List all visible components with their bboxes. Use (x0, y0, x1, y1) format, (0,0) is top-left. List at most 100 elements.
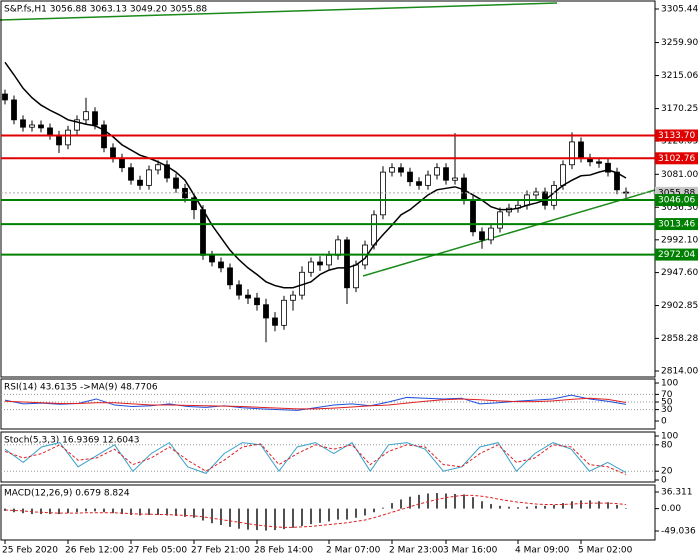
histogram-bar (49, 508, 51, 515)
histogram-bar (400, 499, 402, 509)
histogram-bar (247, 508, 249, 530)
histogram-bar (238, 508, 240, 529)
histogram-bar (148, 508, 150, 515)
candle-body (218, 261, 224, 269)
histogram-bar (283, 508, 285, 530)
histogram-bar (166, 508, 168, 516)
histogram-bar (337, 508, 339, 520)
candle-body (128, 167, 134, 181)
candle-body (344, 239, 350, 289)
candle-body (254, 297, 260, 306)
histogram-bar (256, 508, 258, 531)
y-tick-label: 3305.44 (661, 5, 698, 15)
histogram-bar (382, 507, 384, 509)
histogram-bar (139, 508, 141, 516)
level-box (655, 194, 698, 207)
y-tick-label: 0.00 (661, 504, 681, 514)
histogram-bar (112, 508, 114, 514)
trend-line (0, 2, 558, 21)
histogram-bar (4, 508, 6, 511)
candle-body (146, 169, 152, 186)
candle-body (164, 164, 170, 179)
candle-body (335, 239, 341, 256)
histogram-bar (103, 508, 105, 513)
histogram-bar (508, 506, 510, 509)
histogram-bar (202, 508, 204, 521)
level-label: 2972.04 (658, 250, 695, 260)
candle-body (11, 99, 17, 121)
histogram-bar (445, 493, 447, 509)
histogram-bar (418, 494, 420, 509)
panel-title: Stoch(5,3,3) 16.9369 12.6043 (4, 436, 139, 446)
y-tick-label: 3126.05 (661, 137, 698, 147)
histogram-bar (526, 506, 528, 509)
candle-body (92, 111, 98, 126)
candle-body (29, 124, 35, 128)
y-tick-label: 3036.30 (661, 203, 698, 213)
candle-body (479, 231, 485, 241)
y-tick-label: 0 (661, 417, 667, 427)
y-tick-label: 30 (661, 405, 673, 415)
y-tick-label: -49.036 (661, 527, 696, 537)
histogram-bar (499, 505, 501, 509)
histogram-bar (67, 508, 69, 514)
histogram-bar (355, 508, 357, 518)
x-tick-label: 5 Mar 02:00 (578, 546, 633, 556)
candle-body (605, 162, 611, 173)
histogram-bar (625, 508, 627, 509)
y-tick-label: 70 (661, 390, 673, 400)
trend-line (362, 189, 656, 277)
histogram-bar (76, 508, 78, 513)
level-box (655, 248, 698, 261)
level-box (655, 129, 698, 142)
x-tick-label: 4 Mar 09:00 (515, 546, 570, 556)
y-tick-label: 0 (661, 476, 667, 486)
y-tick-label: 20 (661, 467, 673, 477)
histogram-bar (301, 508, 303, 526)
histogram-bar (364, 508, 366, 516)
histogram-bar (427, 493, 429, 509)
y-tick-label: 80 (661, 440, 673, 450)
candle-body (398, 167, 404, 173)
histogram-bar (130, 508, 132, 515)
candle-body (74, 119, 80, 131)
candle-body (245, 294, 251, 299)
histogram-bar (175, 508, 177, 516)
candle-body (434, 167, 440, 176)
y-tick-label: 3081.00 (661, 170, 698, 180)
y-tick-label: 3215.06 (661, 71, 698, 81)
candle-body (443, 167, 449, 181)
candle-body (416, 181, 422, 186)
candle-body (578, 141, 584, 159)
candle-body (308, 261, 314, 273)
candle-body (56, 134, 62, 146)
panel-frame (0, 431, 656, 483)
histogram-bar (481, 501, 483, 509)
candle-body (65, 129, 71, 146)
histogram-bar (544, 505, 546, 509)
candle-body (83, 111, 89, 121)
candle-body (497, 211, 503, 229)
moving-average (4, 61, 627, 289)
y-tick-label: 2992.10 (661, 235, 698, 245)
candle-body (119, 157, 125, 169)
x-tick-label: 26 Feb 12:00 (65, 546, 124, 556)
indicator-line (4, 443, 627, 475)
candle-body (272, 317, 278, 326)
x-tick-label: 2 Mar 23:00 (389, 546, 444, 556)
last-price-label: 3055.88 (658, 188, 695, 198)
histogram-bar (490, 504, 492, 509)
candle-body (596, 161, 602, 164)
candle-body (425, 174, 431, 186)
candle-body (281, 299, 287, 326)
level-box (655, 218, 698, 231)
histogram-bar (580, 500, 582, 509)
candle-body (317, 261, 323, 266)
histogram-bar (220, 508, 222, 526)
x-tick-label: 28 Feb 14:00 (254, 546, 313, 556)
histogram-bar (13, 508, 15, 513)
candle-body (470, 199, 476, 233)
y-tick-label: 3170.25 (661, 104, 698, 114)
candle-body (533, 191, 539, 196)
